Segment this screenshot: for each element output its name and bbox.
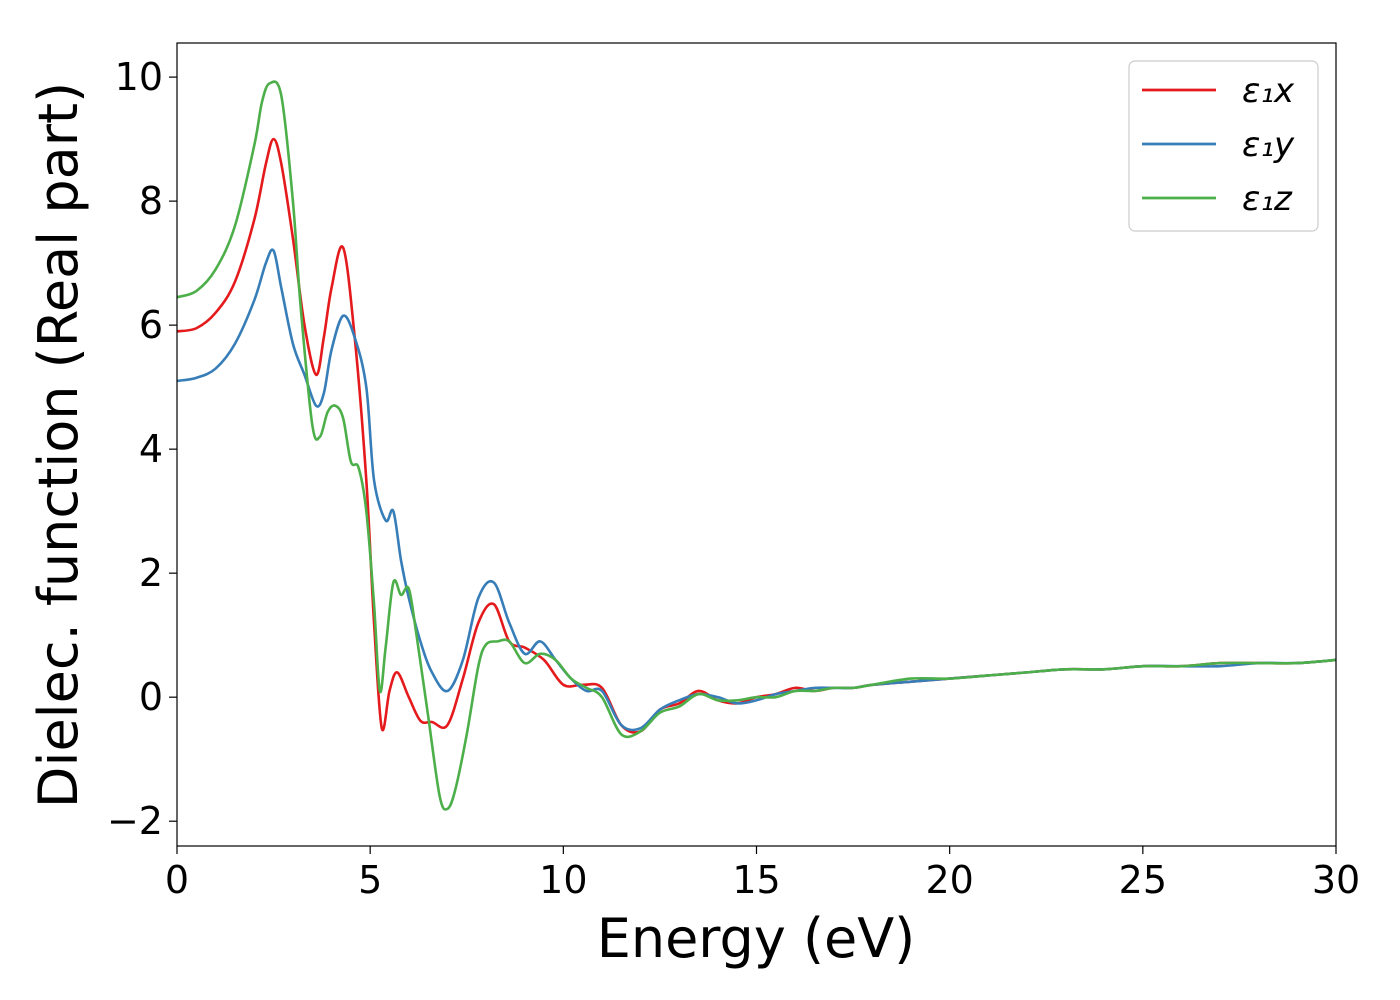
y-tick-label: −2 (107, 799, 163, 843)
legend-frame (1128, 60, 1319, 232)
series-line-3 (177, 80, 1336, 811)
x-tick-label: 5 (358, 858, 382, 902)
x-tick-label: 15 (732, 858, 780, 902)
y-tick-label: 6 (139, 303, 163, 347)
x-tick-label: 30 (1312, 858, 1360, 902)
y-tick-label: 4 (139, 427, 163, 471)
legend-label-1: ε₁x (1242, 71, 1295, 111)
y-tick-label: 8 (139, 179, 163, 223)
x-tick-label: 25 (1119, 858, 1167, 902)
x-axis-label: Energy (eV) (597, 907, 916, 970)
series-layer (177, 80, 1336, 811)
x-tick-label: 0 (165, 858, 189, 902)
series-line-2 (177, 248, 1336, 732)
y-tick-label: 0 (139, 675, 163, 719)
y-tick-label: 2 (139, 551, 163, 595)
legend: ε₁x ε₁y ε₁z (1128, 60, 1319, 232)
legend-label-2: ε₁y (1242, 125, 1295, 165)
x-tick-label: 20 (925, 858, 973, 902)
legend-entries: ε₁x ε₁y ε₁z (1142, 71, 1295, 219)
y-axis-label: Dielec. function (Real part) (27, 82, 90, 808)
x-tick-label: 10 (539, 858, 587, 902)
legend-label-3: ε₁z (1242, 179, 1293, 219)
y-tick-label: 10 (115, 55, 163, 99)
